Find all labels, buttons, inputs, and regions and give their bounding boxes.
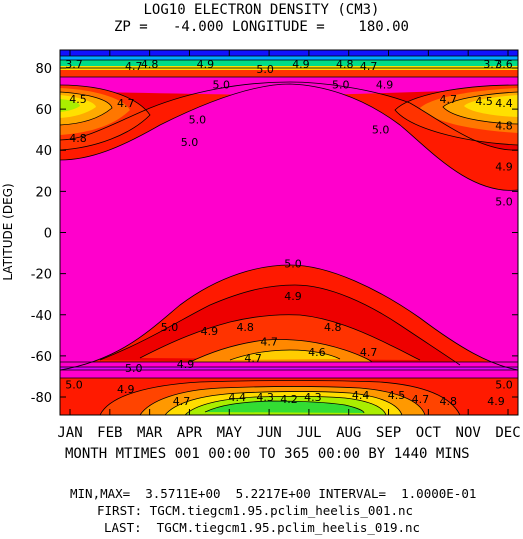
- contour-label: 5.0: [213, 78, 231, 91]
- contour-label: 4.7: [125, 60, 143, 73]
- y-axis-label: LATITUDE (DEG): [1, 183, 15, 280]
- y-tick-label: 20: [35, 185, 52, 200]
- contour-label: 4.3: [304, 391, 322, 404]
- contour-label: 4.6: [308, 346, 326, 359]
- contour-label: 4.5: [69, 93, 87, 106]
- contour-label: 3.7: [65, 58, 83, 71]
- contour-label: 4.2: [280, 393, 298, 406]
- contour-label: 4.4: [228, 391, 246, 404]
- contour-label: 4.7: [173, 395, 191, 408]
- contour-label: 4.9: [292, 58, 310, 71]
- contour-label: 5.0: [189, 113, 207, 126]
- contour-label: 5.0: [181, 136, 199, 149]
- x-tick-label: APR: [177, 425, 203, 441]
- contour-label: 4.9: [197, 58, 215, 71]
- contour-label: 5.0: [125, 362, 143, 375]
- contour-label: 4.8: [236, 321, 254, 334]
- contour-label: 5.0: [332, 78, 350, 91]
- x-tick-label: JUN: [256, 425, 281, 441]
- x-tick-label: OCT: [416, 425, 442, 441]
- x-tick-label: MAR: [137, 425, 163, 441]
- y-tick-label: 60: [35, 103, 52, 118]
- y-tick-label: -20: [31, 268, 52, 283]
- contour-label: 5.0: [495, 196, 513, 209]
- y-tick-label: 0: [44, 227, 52, 242]
- x-tick-label: SEP: [376, 425, 401, 441]
- contour-label: 4.7: [360, 346, 378, 359]
- contour-label: 4.4: [352, 389, 370, 402]
- contour-label: 5.0: [372, 124, 390, 137]
- x-tick-label: AUG: [336, 425, 361, 441]
- footer-first-file: FIRST: TGCM.tiegcm1.95.pclim_heelis_001.…: [97, 503, 413, 518]
- contour-label: 4.8: [69, 132, 87, 145]
- contour-label: 4.7: [244, 352, 262, 365]
- contour-label: 4.7: [260, 335, 278, 348]
- y-tick-label: -60: [31, 350, 52, 365]
- x-tick-label: JAN: [57, 425, 82, 441]
- contour-label: 4.5: [475, 95, 493, 108]
- contour-label: 5.0: [284, 257, 302, 270]
- contour-label: 4.9: [117, 383, 135, 396]
- contour-label: 4.3: [256, 391, 274, 404]
- y-tick-label: -40: [31, 309, 52, 324]
- contour-label: 4.8: [336, 58, 354, 71]
- contour-label: 4.7: [117, 97, 135, 110]
- contour-label: 3.6: [495, 58, 513, 71]
- contour-label: 4.9: [177, 358, 195, 371]
- contour-label: 4.8: [324, 321, 342, 334]
- contour-label: 5.0: [65, 379, 83, 392]
- contour-label: 4.5: [388, 389, 406, 402]
- contour-label: 4.9: [487, 395, 505, 408]
- x-tick-label: DEC: [495, 425, 520, 441]
- contour-label: 4.8: [141, 58, 159, 71]
- x-axis-label: MONTH MTIMES 001 00:00 TO 365 00:00 BY 1…: [65, 446, 470, 462]
- contour-label: 4.9: [495, 161, 513, 174]
- contour-label: 5.0: [495, 379, 513, 392]
- footer-minmax: MIN,MAX= 3.5711E+00 5.2217E+00 INTERVAL=…: [70, 486, 476, 501]
- y-tick-label: 80: [35, 62, 52, 77]
- contour-label: 4.7: [412, 393, 430, 406]
- contour-label: 4.9: [201, 325, 219, 338]
- contour-label: 4.8: [440, 395, 458, 408]
- y-tick-label: 40: [35, 144, 52, 159]
- contour-label: 4.4: [495, 97, 513, 110]
- contour-label: 4.9: [376, 78, 394, 91]
- x-tick-label: NOV: [456, 425, 482, 441]
- x-tick-label: MAY: [217, 425, 243, 441]
- footer-last-file: LAST: TGCM.tiegcm1.95.pclim_heelis_019.n…: [104, 520, 420, 535]
- contour-label: 5.0: [256, 63, 274, 76]
- y-tick-label: -80: [31, 391, 52, 406]
- contour-label: 4.9: [284, 290, 302, 303]
- contour-label: 4.7: [360, 60, 378, 73]
- contour-label: 5.0: [161, 321, 179, 334]
- contour-label: 4.8: [495, 120, 513, 133]
- contour-label: 4.7: [440, 93, 458, 106]
- x-tick-label: JUL: [296, 425, 321, 441]
- x-tick-label: FEB: [97, 425, 122, 441]
